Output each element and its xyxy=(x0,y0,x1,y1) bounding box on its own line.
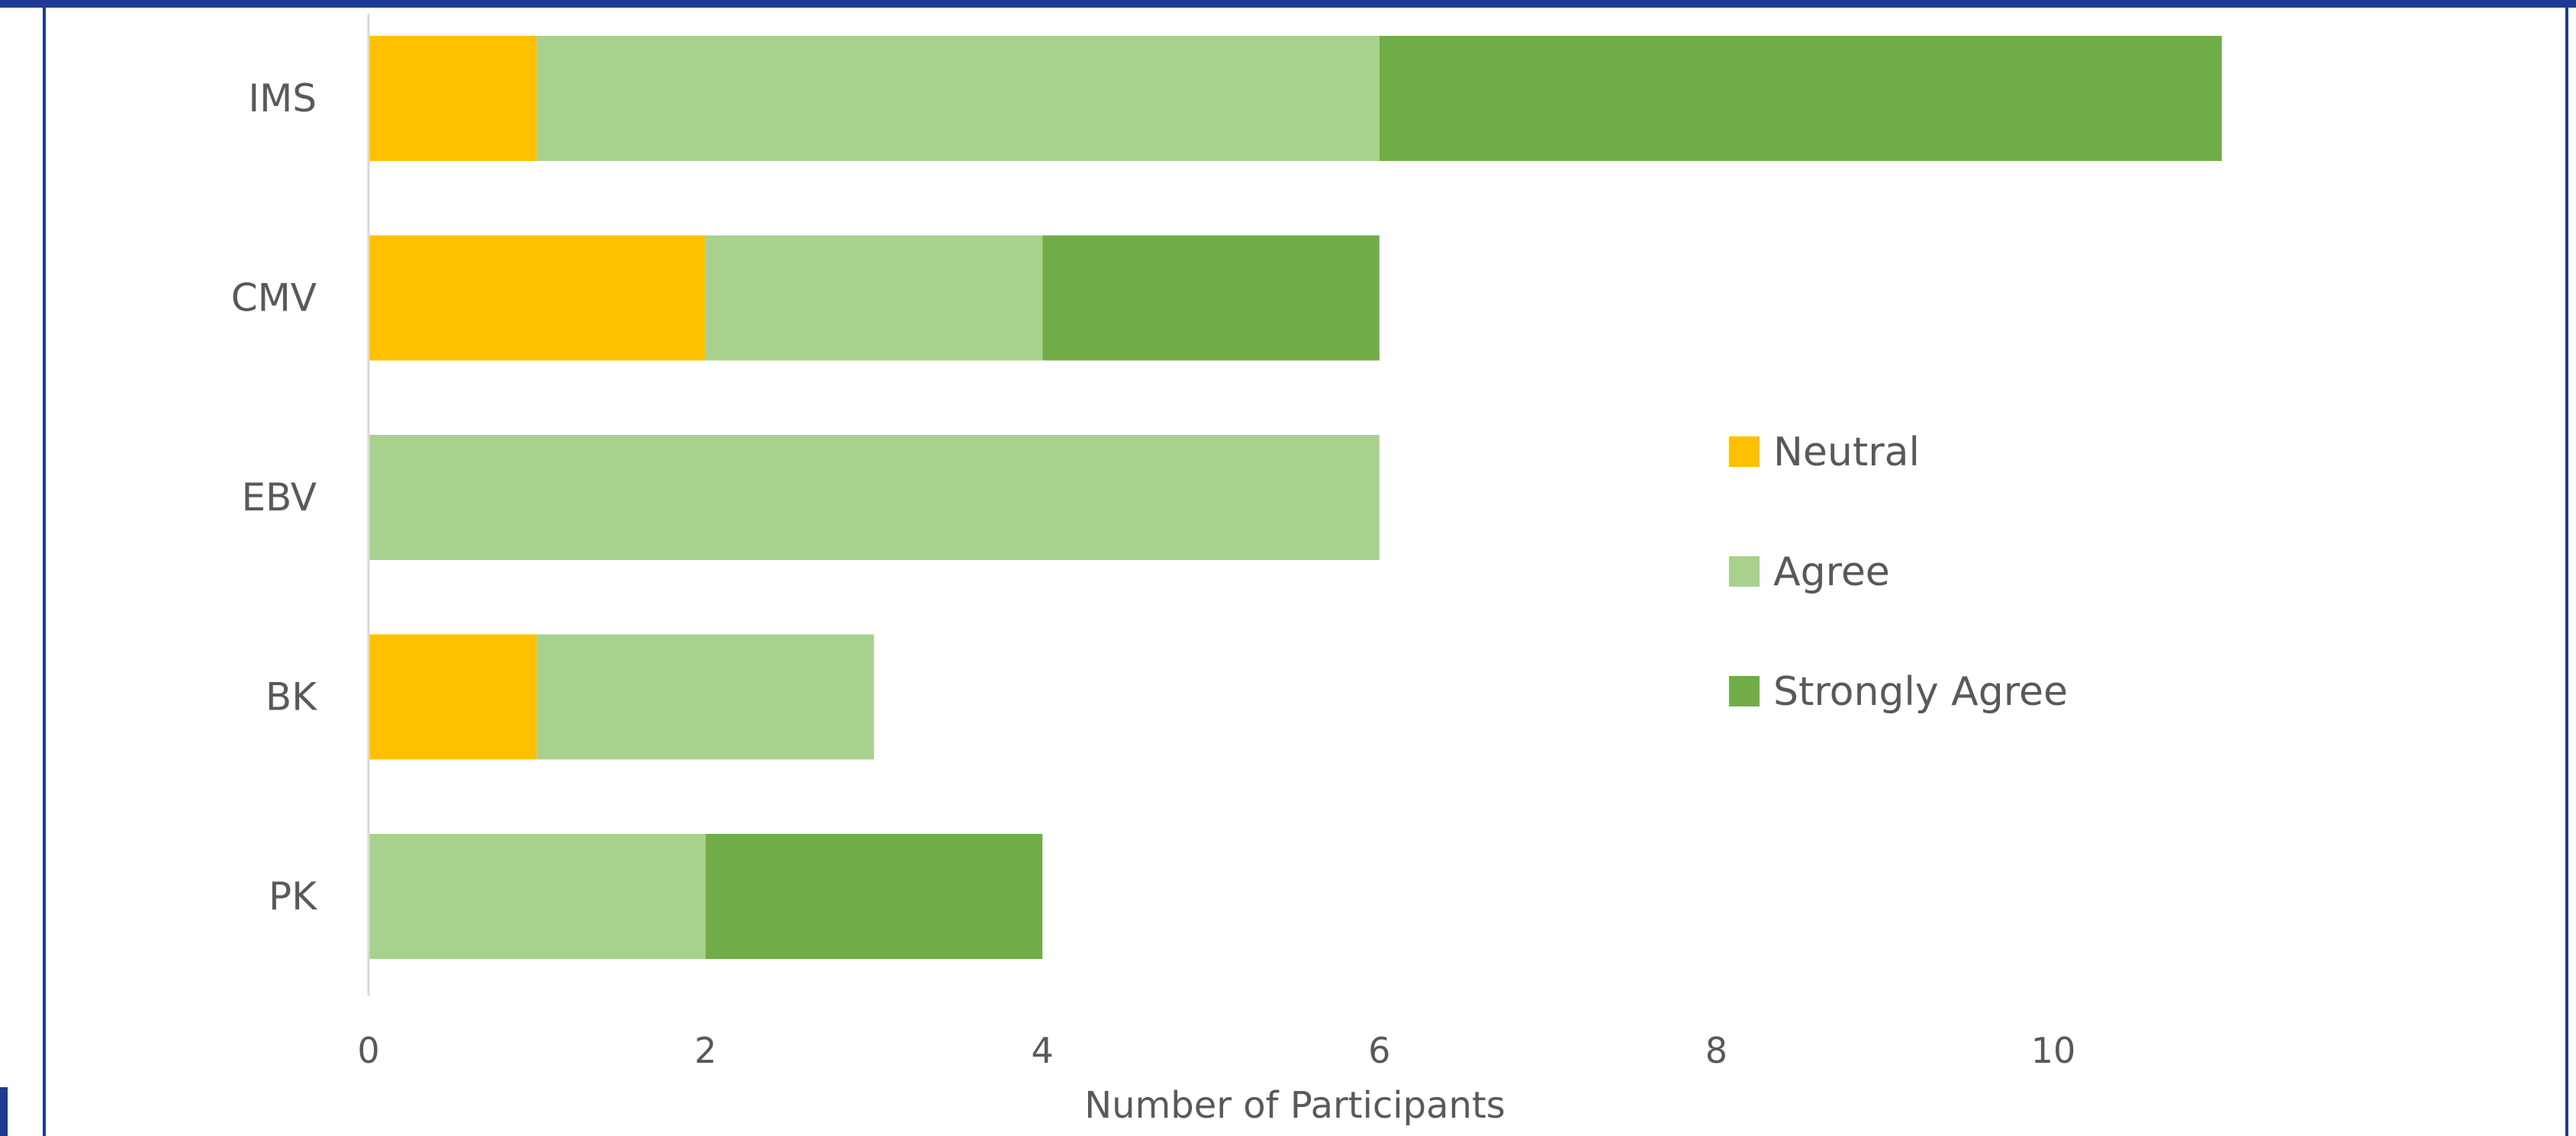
x-axis-title: Number of Participants xyxy=(1084,1084,1505,1127)
category-label-bk: BK xyxy=(266,675,317,719)
bar-pk-strongly-agree xyxy=(705,834,1043,959)
bar-cmv-strongly-agree xyxy=(1042,235,1380,361)
legend-label-neutral: Neutral xyxy=(1773,430,1920,475)
legend-swatch-neutral xyxy=(1729,436,1760,467)
legend-swatch-strongly-agree xyxy=(1729,676,1760,706)
bar-pk-agree xyxy=(369,834,706,959)
bar-bk-agree xyxy=(536,634,874,760)
x-tick-label-4: 4 xyxy=(1032,1030,1054,1071)
legend: Neutral Agree Strongly Agree xyxy=(1729,430,2068,715)
category-label-ims: IMS xyxy=(248,76,317,121)
category-label-cmv: CMV xyxy=(231,276,317,320)
x-tick-label-2: 2 xyxy=(694,1030,716,1071)
x-tick-label-6: 6 xyxy=(1368,1030,1390,1071)
legend-label-strongly-agree: Strongly Agree xyxy=(1773,669,2068,715)
bar-ims-agree xyxy=(536,36,1380,161)
x-tick-labels: 0 2 4 6 8 10 xyxy=(357,1030,2075,1071)
category-labels: IMS CMV EBV BK PK xyxy=(231,76,317,919)
frame-top-edge xyxy=(0,0,2576,8)
bar-cmv-neutral xyxy=(369,235,706,361)
corner-marker xyxy=(0,1087,8,1136)
category-label-pk: PK xyxy=(269,874,317,919)
frame-left-edge xyxy=(43,0,46,1136)
legend-label-agree: Agree xyxy=(1773,549,1890,595)
legend-swatch-agree xyxy=(1729,556,1760,587)
bar-ims-strongly-agree xyxy=(1379,36,2222,161)
x-tick-label-10: 10 xyxy=(2031,1030,2076,1071)
bars-group xyxy=(369,36,2222,959)
bar-ebv-agree xyxy=(369,435,1380,560)
x-tick-label-8: 8 xyxy=(1705,1030,1728,1071)
bar-ims-neutral xyxy=(369,36,537,161)
x-tick-label-0: 0 xyxy=(357,1030,379,1071)
bar-bk-neutral xyxy=(369,634,537,760)
bar-cmv-agree xyxy=(705,235,1043,361)
frame-right-edge xyxy=(2565,0,2568,1136)
category-label-ebv: EBV xyxy=(241,475,317,520)
